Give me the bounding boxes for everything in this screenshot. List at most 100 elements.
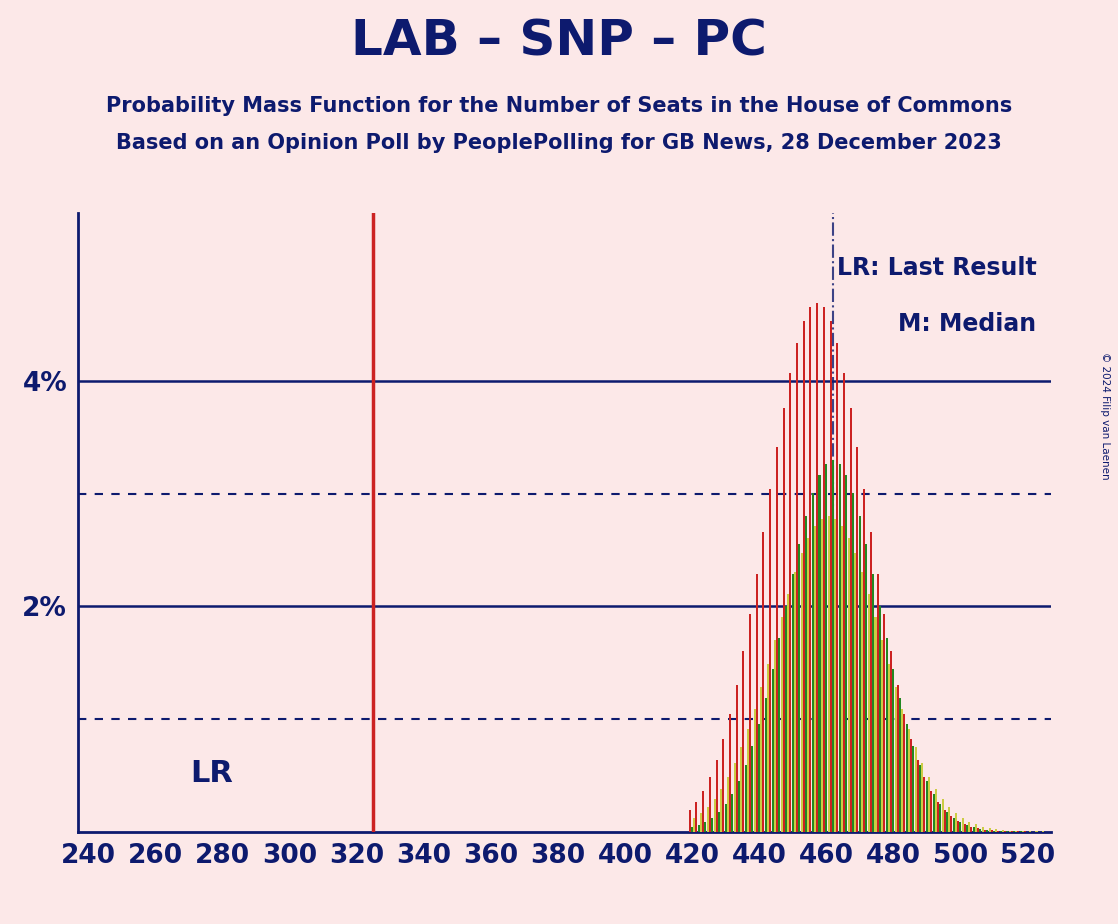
Bar (823, 308, 825, 832)
Bar (809, 308, 812, 832)
Bar (955, 813, 957, 832)
Bar (979, 829, 982, 832)
Bar (787, 594, 789, 832)
Bar (738, 782, 740, 832)
Bar (695, 802, 698, 832)
Bar (968, 821, 970, 832)
Bar (821, 519, 823, 832)
Bar (774, 640, 776, 832)
Bar (928, 777, 930, 832)
Bar (912, 747, 915, 832)
Bar (702, 791, 704, 832)
Bar (812, 492, 814, 832)
Bar (939, 805, 941, 832)
Bar (885, 638, 888, 832)
Bar (988, 828, 991, 832)
Bar (722, 739, 724, 832)
Bar (919, 765, 921, 832)
Bar (689, 810, 691, 832)
Bar (991, 831, 993, 832)
Bar (789, 372, 792, 832)
Bar (742, 651, 745, 832)
Bar (901, 709, 903, 832)
Bar (964, 824, 966, 832)
Bar (986, 830, 988, 832)
Bar (950, 817, 953, 832)
Bar (767, 664, 769, 832)
Bar (798, 544, 800, 832)
Text: M: Median: M: Median (898, 311, 1036, 335)
Bar (700, 813, 702, 832)
Bar (917, 760, 919, 832)
Bar (785, 606, 787, 832)
Bar (915, 748, 917, 832)
Bar (881, 640, 883, 832)
Bar (941, 798, 944, 832)
Bar (769, 490, 771, 832)
Bar (973, 828, 975, 832)
Bar (879, 606, 881, 832)
Bar (959, 822, 961, 832)
Bar (704, 822, 707, 832)
Bar (751, 747, 754, 832)
Bar (993, 831, 995, 832)
Text: LAB – SNP – PC: LAB – SNP – PC (351, 18, 767, 66)
Bar (906, 723, 908, 832)
Bar (859, 517, 861, 832)
Bar (765, 698, 767, 832)
Bar (977, 829, 979, 832)
Bar (783, 408, 785, 832)
Bar (740, 748, 742, 832)
Bar (760, 687, 762, 832)
Bar (830, 321, 832, 832)
Bar (729, 714, 731, 832)
Bar (1002, 830, 1004, 832)
Bar (807, 538, 809, 832)
Bar (856, 447, 859, 832)
Bar (731, 795, 733, 832)
Bar (865, 544, 868, 832)
Bar (894, 687, 897, 832)
Bar (691, 828, 693, 832)
Bar (908, 729, 910, 832)
Bar (762, 532, 765, 832)
Bar (932, 795, 935, 832)
Bar (868, 594, 870, 832)
Bar (850, 408, 852, 832)
Bar (861, 572, 863, 832)
Bar (816, 302, 818, 832)
Bar (870, 532, 872, 832)
Bar (982, 827, 984, 832)
Bar (892, 669, 894, 832)
Bar (747, 729, 749, 832)
Bar (736, 685, 738, 832)
Bar (975, 824, 977, 832)
Bar (935, 789, 937, 832)
Bar (903, 714, 906, 832)
Bar (930, 791, 932, 832)
Bar (847, 538, 850, 832)
Bar (834, 519, 836, 832)
Bar (693, 818, 695, 832)
Bar (948, 807, 950, 832)
Bar (825, 464, 827, 832)
Bar (845, 475, 847, 832)
Bar (995, 829, 997, 832)
Bar (745, 765, 747, 832)
Bar (888, 664, 890, 832)
Bar (724, 805, 727, 832)
Text: Based on an Opinion Poll by PeoplePolling for GB News, 28 December 2023: Based on an Opinion Poll by PeoplePollin… (116, 133, 1002, 153)
Bar (733, 763, 736, 832)
Bar (897, 685, 899, 832)
Bar (843, 372, 845, 832)
Text: LR: LR (190, 760, 233, 788)
Text: Probability Mass Function for the Number of Seats in the House of Commons: Probability Mass Function for the Number… (106, 96, 1012, 116)
Bar (827, 517, 830, 832)
Bar (944, 810, 946, 832)
Text: © 2024 Filip van Laenen: © 2024 Filip van Laenen (1100, 352, 1110, 480)
Bar (749, 614, 751, 832)
Bar (698, 825, 700, 832)
Bar (899, 698, 901, 832)
Bar (780, 616, 783, 832)
Bar (953, 818, 955, 832)
